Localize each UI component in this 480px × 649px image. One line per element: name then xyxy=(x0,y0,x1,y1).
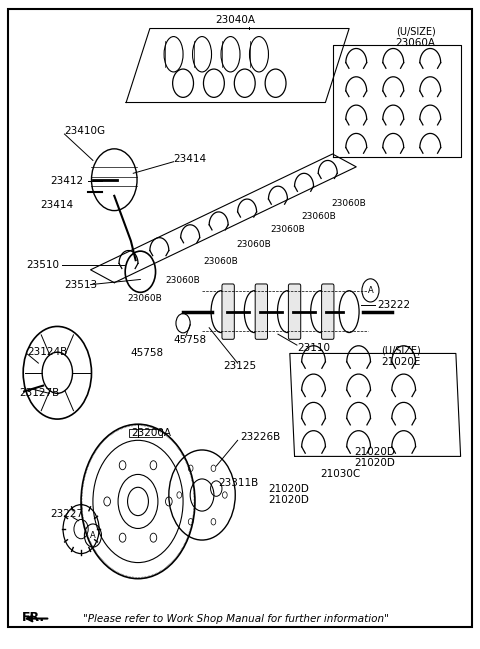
Text: 23227: 23227 xyxy=(50,509,84,519)
FancyBboxPatch shape xyxy=(288,284,301,339)
Text: 23125: 23125 xyxy=(223,361,256,371)
Text: A: A xyxy=(90,531,96,540)
Text: (U/SIZE): (U/SIZE) xyxy=(382,345,421,355)
FancyBboxPatch shape xyxy=(222,284,234,339)
Text: 23040A: 23040A xyxy=(215,16,255,25)
FancyBboxPatch shape xyxy=(322,284,334,339)
Text: 23110: 23110 xyxy=(297,343,330,352)
Text: 23414: 23414 xyxy=(41,201,74,210)
Text: 23124B: 23124B xyxy=(27,347,68,356)
Text: 23200A: 23200A xyxy=(131,428,171,437)
Text: 21020D: 21020D xyxy=(268,484,309,494)
Text: 23127B: 23127B xyxy=(19,388,60,398)
Text: 23060A: 23060A xyxy=(396,38,435,48)
Text: 23060B: 23060B xyxy=(237,239,272,249)
Text: 21030C: 21030C xyxy=(321,469,361,479)
Text: 21020D: 21020D xyxy=(268,495,309,504)
Text: 23510: 23510 xyxy=(26,260,60,270)
Text: "Please refer to Work Shop Manual for further information": "Please refer to Work Shop Manual for fu… xyxy=(84,613,389,624)
Text: 45758: 45758 xyxy=(131,349,164,358)
Text: 23222: 23222 xyxy=(378,300,411,310)
Text: 23226B: 23226B xyxy=(240,432,280,442)
Text: 23410G: 23410G xyxy=(64,127,106,136)
Text: 21020D: 21020D xyxy=(354,447,395,457)
Text: 23060B: 23060B xyxy=(204,257,239,266)
Text: (U/SIZE): (U/SIZE) xyxy=(396,27,435,37)
Text: A: A xyxy=(368,286,373,295)
Text: 23513: 23513 xyxy=(64,280,97,289)
Text: 45758: 45758 xyxy=(174,335,207,345)
Text: 23060B: 23060B xyxy=(128,294,163,303)
Text: 21020E: 21020E xyxy=(382,357,421,367)
Text: 23311B: 23311B xyxy=(219,478,259,488)
Text: 23060B: 23060B xyxy=(270,225,305,234)
Text: 23412: 23412 xyxy=(50,176,84,186)
Text: 23060B: 23060B xyxy=(301,212,336,221)
Text: 21020D: 21020D xyxy=(354,458,395,468)
Text: 23414: 23414 xyxy=(174,154,207,164)
FancyBboxPatch shape xyxy=(255,284,267,339)
Text: FR.: FR. xyxy=(22,611,45,624)
Text: 23060B: 23060B xyxy=(332,199,367,208)
Text: 23060B: 23060B xyxy=(166,276,201,286)
